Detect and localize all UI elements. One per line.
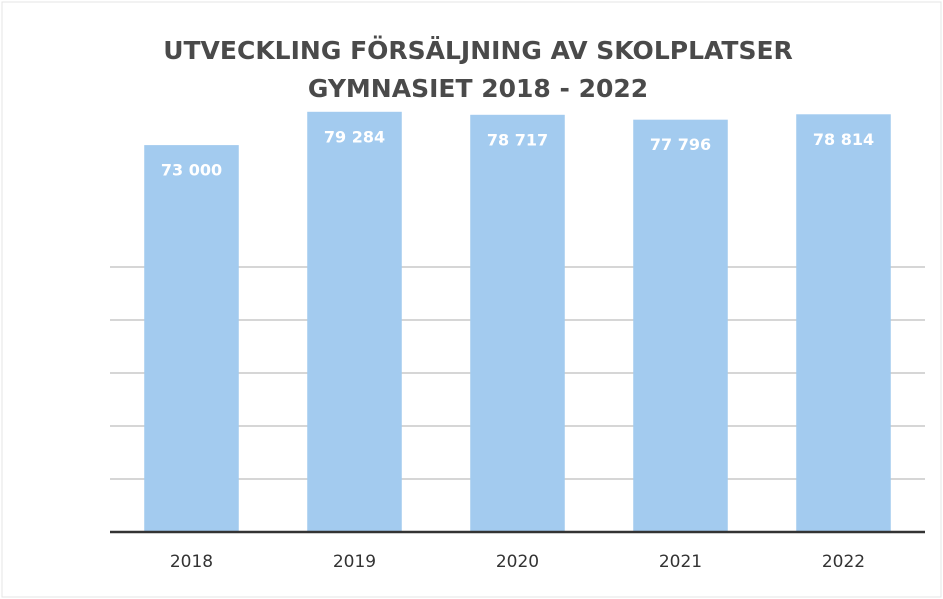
value-label: 78 717: [487, 130, 548, 149]
value-label: 79 284: [324, 127, 385, 146]
bar: [307, 111, 402, 532]
value-label: 78 814: [813, 130, 874, 149]
bar: [633, 119, 728, 532]
x-tick-label: 2020: [496, 552, 539, 572]
x-tick-label: 2021: [659, 552, 702, 572]
value-label: 73 000: [161, 161, 222, 180]
bar: [470, 114, 565, 532]
x-tick-label: 2022: [822, 552, 865, 572]
chart-title: GYMNASIET 2018 - 2022: [308, 74, 648, 103]
x-tick-label: 2019: [333, 552, 376, 572]
value-label: 77 796: [650, 135, 711, 154]
bar: [796, 114, 891, 532]
chart-title: UTVECKLING FÖRSÄLJNING AV SKOLPLATSER: [163, 35, 793, 65]
bar: [144, 145, 239, 532]
x-tick-label: 2018: [170, 552, 213, 572]
